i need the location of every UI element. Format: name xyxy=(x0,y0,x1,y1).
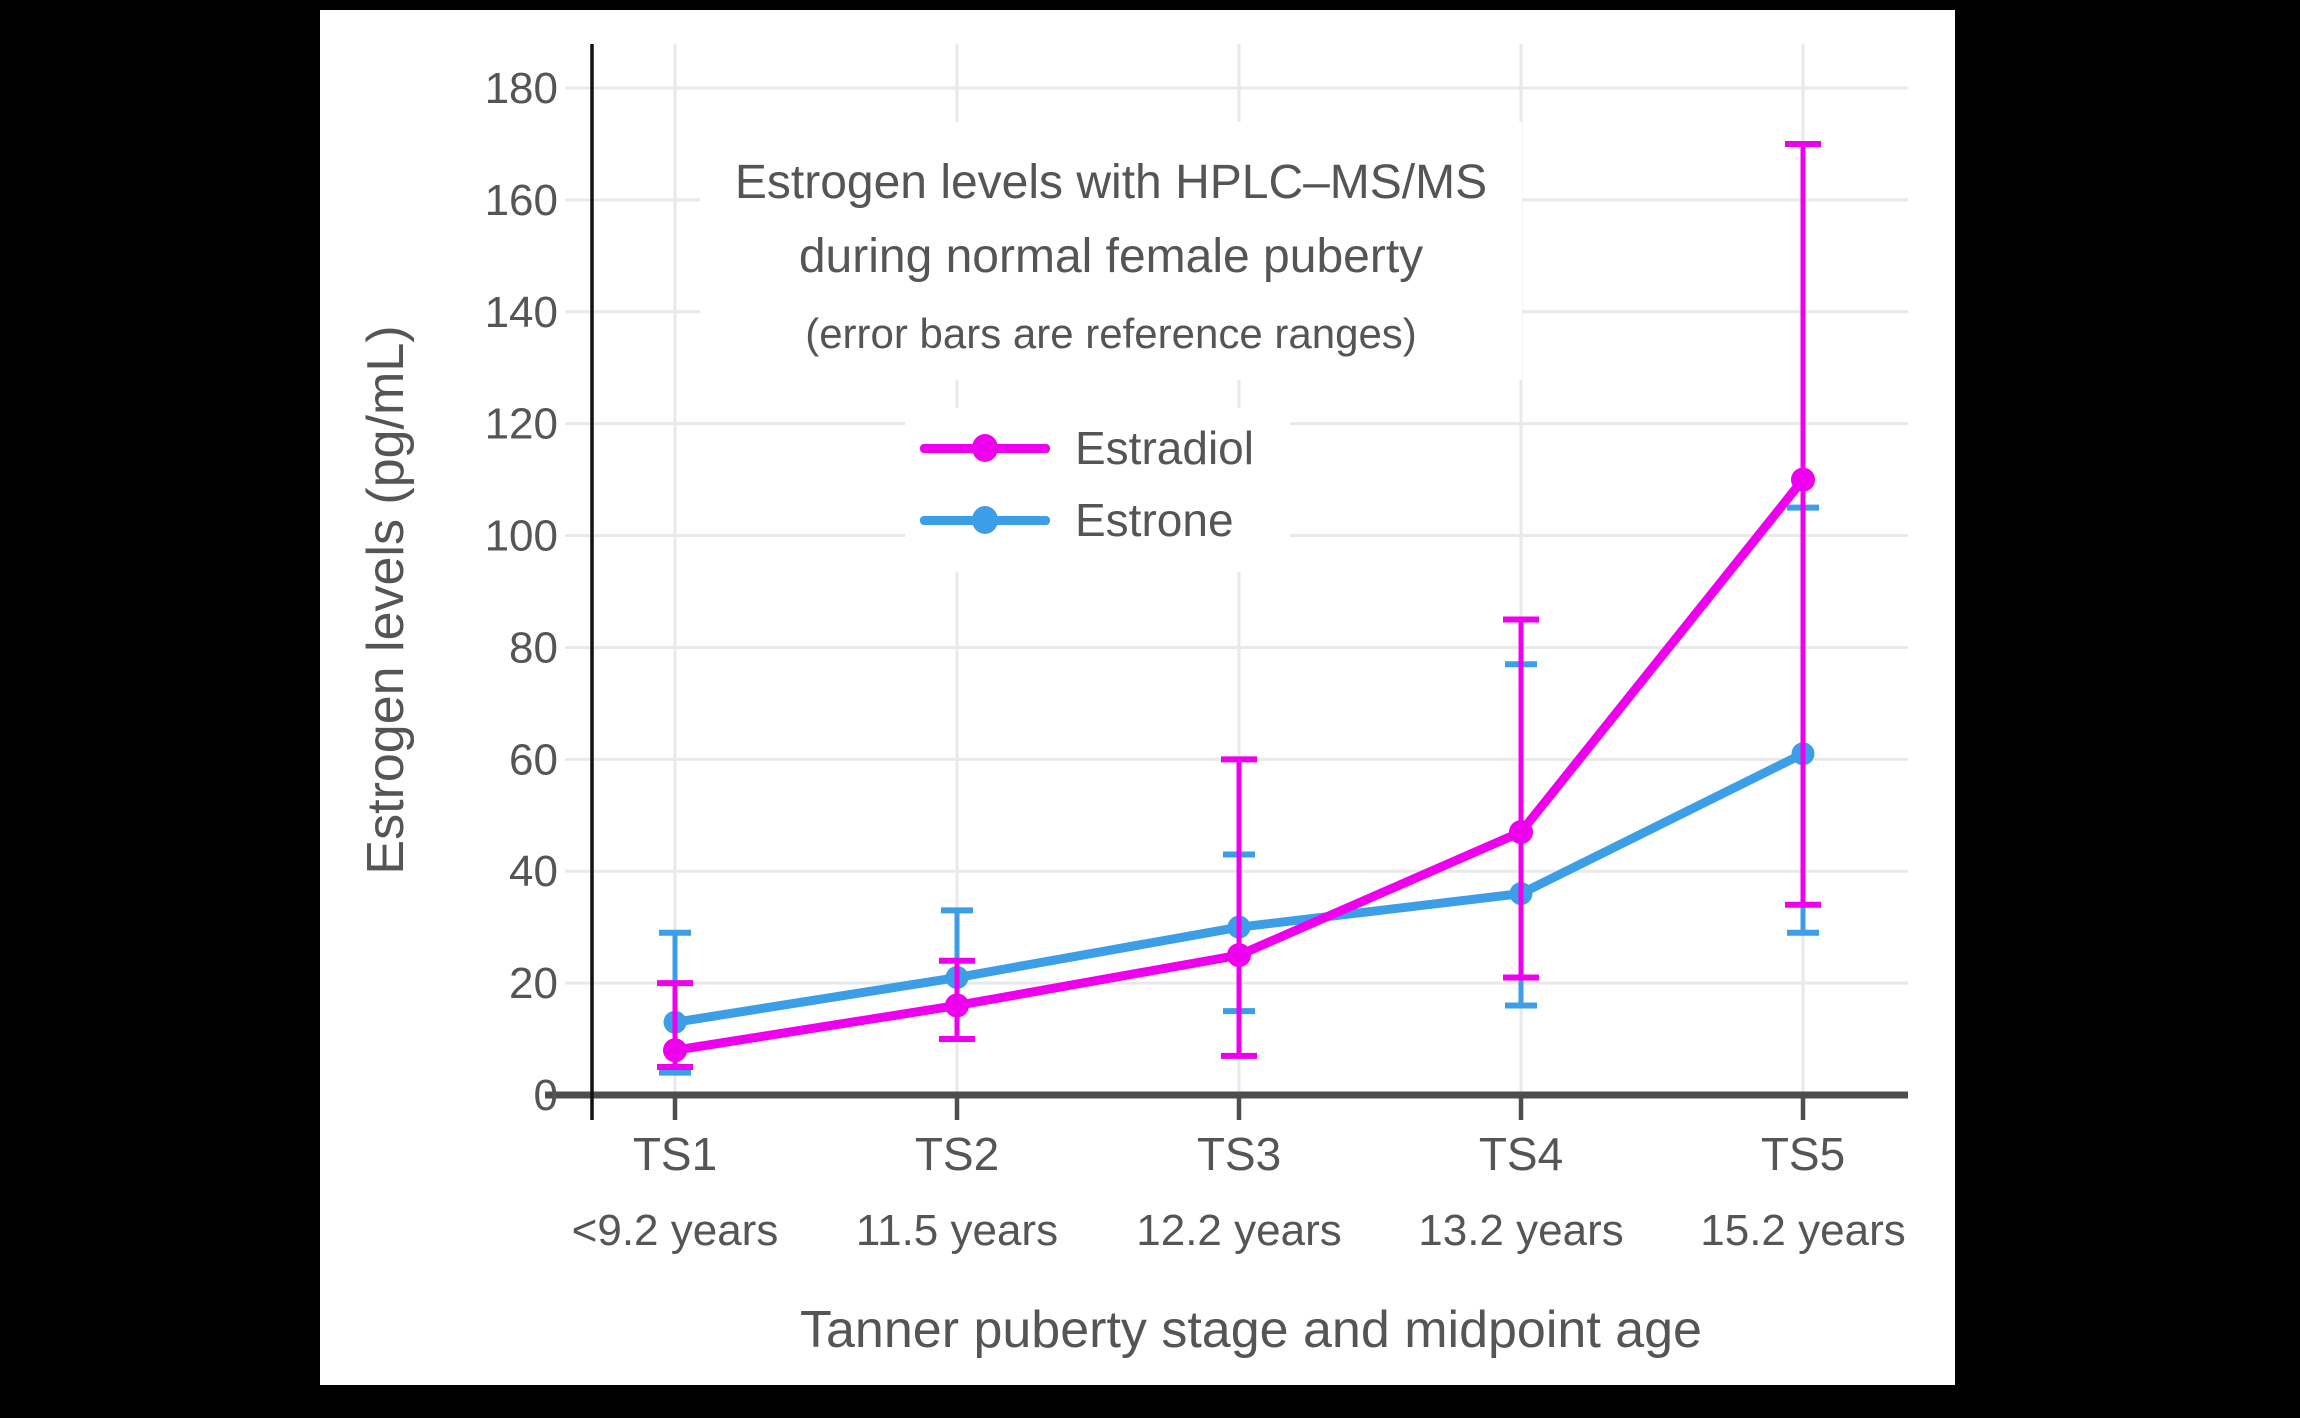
chart-title-line2: during normal female puberty xyxy=(798,230,1424,283)
legend-item-estrone: Estrone xyxy=(905,484,1290,556)
x-tick-label: TS3 xyxy=(1197,1128,1281,1180)
chart-title-block: Estrogen levels with HPLC–MS/MS during n… xyxy=(700,122,1522,380)
estradiol-line-marker-icon xyxy=(920,412,1050,484)
legend-item-estradiol: Estradiol xyxy=(905,412,1290,484)
y-axis-title: Estrogen levels (pg/mL) xyxy=(357,325,415,875)
y-tick-label: 140 xyxy=(485,288,558,337)
chart-title-line1: Estrogen levels with HPLC–MS/MS xyxy=(734,156,1488,209)
y-tick-label: 100 xyxy=(485,512,558,561)
x-age-label: 11.5 years xyxy=(856,1206,1058,1255)
y-tick-label: 60 xyxy=(509,735,558,784)
x-tick-label: TS4 xyxy=(1479,1128,1563,1180)
estradiol-marker xyxy=(1509,820,1533,845)
x-age-label: 15.2 years xyxy=(1700,1206,1905,1255)
chart-subtitle: (error bars are reference ranges) xyxy=(805,310,1417,357)
legend-label-estradiol: Estradiol xyxy=(1075,422,1254,474)
estradiol-swatch-dot xyxy=(972,434,998,462)
y-tick-label: 40 xyxy=(509,847,558,896)
x-tick-label: TS5 xyxy=(1761,1128,1845,1180)
estradiol-marker xyxy=(1791,467,1815,492)
y-tick-label: 160 xyxy=(485,176,558,225)
estradiol-marker xyxy=(945,993,969,1018)
chart-panel: 0 20 40 60 80 100 120 140 160 180 TS1 TS2 TS3 TS4 TS5 <… xyxy=(320,10,1955,1385)
legend: Estradiol Estrone xyxy=(905,408,1290,572)
estrone-line-marker-icon xyxy=(920,484,1050,556)
estradiol-marker xyxy=(1227,943,1251,968)
estrone-swatch-dot xyxy=(972,506,998,534)
legend-label-estrone: Estrone xyxy=(1075,494,1234,546)
y-tick-label: 120 xyxy=(485,400,558,449)
x-tick-label: TS1 xyxy=(633,1128,717,1180)
y-tick-label: 80 xyxy=(509,623,558,672)
x-tick-label: TS2 xyxy=(915,1128,999,1180)
y-tick-label: 180 xyxy=(485,64,558,113)
x-age-label: 12.2 years xyxy=(1136,1206,1341,1255)
x-axis-title: Tanner puberty stage and midpoint age xyxy=(800,1301,1702,1359)
y-tick-label: 0 xyxy=(534,1071,558,1120)
x-age-label: 13.2 years xyxy=(1418,1206,1623,1255)
x-age-label: <9.2 years xyxy=(572,1206,779,1255)
estradiol-marker xyxy=(663,1038,687,1063)
y-tick-label: 20 xyxy=(509,959,558,1008)
